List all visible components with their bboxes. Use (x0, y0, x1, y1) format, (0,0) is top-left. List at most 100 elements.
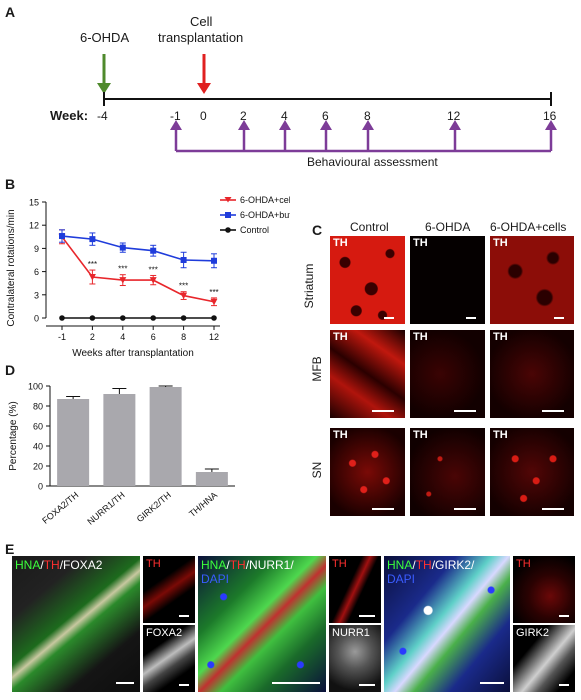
row-label-mfb: MFB (310, 356, 324, 382)
merge-image-nurr1: HNA/TH/NURR1/ DAPI (198, 556, 326, 692)
series-line (61, 235, 215, 262)
small-foxa2-label: FOXA2 (146, 627, 183, 639)
series-line (61, 236, 215, 303)
th-stain-label: TH (413, 331, 428, 343)
small-girk2-label: GIRK2 (516, 627, 550, 639)
column-header-cells: 6-OHDA+cells (490, 220, 567, 234)
significance-label: *** (149, 265, 158, 274)
data-point (180, 315, 187, 321)
separator: / (226, 558, 230, 572)
y-axis-title: Percentage (%) (8, 401, 19, 470)
scale-bar (179, 615, 189, 617)
panel-e-label: E (5, 541, 15, 557)
merge-image-girk2: HNA/TH/GIRK2/ DAPI (384, 556, 510, 692)
scale-bar (559, 684, 569, 686)
dapi-channel-label: DAPI (201, 572, 230, 586)
th-stain-label: TH (493, 237, 508, 249)
percentage-bar-chart: 0 20 40 60 80 100 Percentage (%) FOXA2/TH NURR1/… (8, 382, 235, 527)
y-tick-label: 3 (34, 290, 39, 300)
scale-bar (179, 684, 189, 686)
micrograph-mfb-cells: TH (490, 330, 574, 418)
hna-channel-label: HNA (201, 558, 227, 572)
data-point (150, 315, 156, 321)
week-tick-label: -1 (170, 109, 181, 123)
scale-bar (480, 682, 504, 684)
timeline-diagram (97, 54, 557, 153)
data-point (150, 247, 157, 254)
legend-marker (225, 227, 231, 233)
micrograph-sn-lesion: TH (410, 428, 485, 516)
x-tick-label: 12 (209, 332, 219, 342)
th-stain-label: TH (493, 331, 508, 343)
small-nurr1-label: NURR1 (332, 627, 370, 639)
category-label: FOXA2/TH (40, 490, 80, 526)
y-axis-title: Contralateral rotations/min (6, 209, 17, 326)
micrograph-sn-control: TH (330, 428, 405, 516)
micrograph-mfb-lesion: TH (410, 330, 485, 418)
panel-c-label: C (312, 222, 323, 238)
th-channel-label: TH (415, 558, 432, 572)
bar (195, 472, 228, 486)
scale-bar (372, 410, 394, 412)
merge-image-foxa2: HNA/TH/FOXA2 (12, 556, 140, 692)
x-tick-label: 8 (181, 332, 186, 342)
significance-label: *** (118, 265, 127, 274)
lesion-arrowhead (97, 83, 111, 94)
y-tick-label: 60 (33, 422, 43, 432)
y-tick-label: 12 (29, 221, 39, 231)
transplant-label-line1: Cell (190, 14, 213, 29)
micrograph-striatum-lesion: TH (410, 236, 485, 324)
data-point (211, 257, 217, 264)
hna-channel-label: HNA (387, 558, 413, 572)
separator: / (40, 558, 44, 572)
legend-label: 6-OHDA+cells (240, 195, 290, 205)
week-tick-label: 16 (543, 109, 557, 123)
dapi-channel-label: DAPI (387, 572, 416, 586)
micrograph-striatum-cells: TH (490, 236, 574, 324)
legend-label: 6-OHDA+buffer (240, 210, 290, 220)
lesion-label: 6-OHDA (80, 30, 130, 45)
legend-marker (225, 212, 231, 218)
th-channel-label: TH (229, 558, 246, 572)
week-tick-label: 2 (240, 109, 247, 123)
transplant-label-line2: transplantation (158, 30, 244, 45)
data-point (88, 274, 96, 281)
small-th-label: TH (516, 558, 531, 570)
week-tick-label: 0 (200, 109, 207, 123)
data-point (119, 277, 127, 284)
scale-bar (454, 410, 476, 412)
micrograph-mfb-control: TH (330, 330, 405, 418)
data-point (211, 315, 217, 321)
y-tick-label: 0 (38, 482, 43, 492)
panel-a-label: A (5, 4, 16, 20)
data-point (180, 292, 188, 300)
data-point (210, 298, 218, 306)
x-axis-title: Weeks after transplantation (72, 348, 194, 359)
rotation-line-chart: 0 3 6 9 12 15 -1 2 4 6 8 12 Weeks after transplantat… (6, 195, 290, 359)
th-stain-label: TH (413, 237, 428, 249)
week-tick-label: -4 (97, 109, 108, 123)
x-tick-label: 2 (90, 332, 95, 342)
small-th-label: TH (332, 558, 347, 570)
significance-label: *** (209, 288, 218, 297)
data-point (89, 236, 96, 243)
significance-label: *** (88, 260, 97, 269)
micrograph-striatum-control: TH (330, 236, 405, 324)
bar (149, 387, 182, 486)
scale-bar (554, 317, 564, 319)
row-label-sn: SN (310, 461, 324, 479)
foxa2-channel-label: /FOXA2 (59, 558, 103, 572)
column-header-lesion: 6-OHDA (425, 220, 471, 234)
scale-bar (466, 317, 476, 319)
th-stain-label: TH (333, 331, 348, 343)
separator: / (412, 558, 416, 572)
behaviour-bracket (170, 120, 557, 153)
data-point (120, 315, 126, 321)
y-tick-label: 20 (33, 462, 43, 472)
category-label: GIRK2/TH (135, 490, 173, 524)
nurr1-channel-label: /NURR1/ (245, 558, 294, 572)
scale-bar (542, 410, 564, 412)
week-tick-label: 6 (322, 109, 329, 123)
girk2-image: GIRK2 (513, 625, 575, 692)
th-stain-label: TH (333, 429, 348, 441)
